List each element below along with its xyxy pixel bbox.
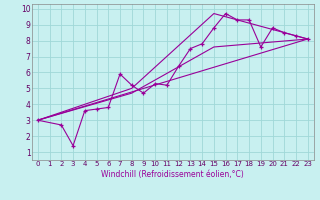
X-axis label: Windchill (Refroidissement éolien,°C): Windchill (Refroidissement éolien,°C): [101, 170, 244, 179]
